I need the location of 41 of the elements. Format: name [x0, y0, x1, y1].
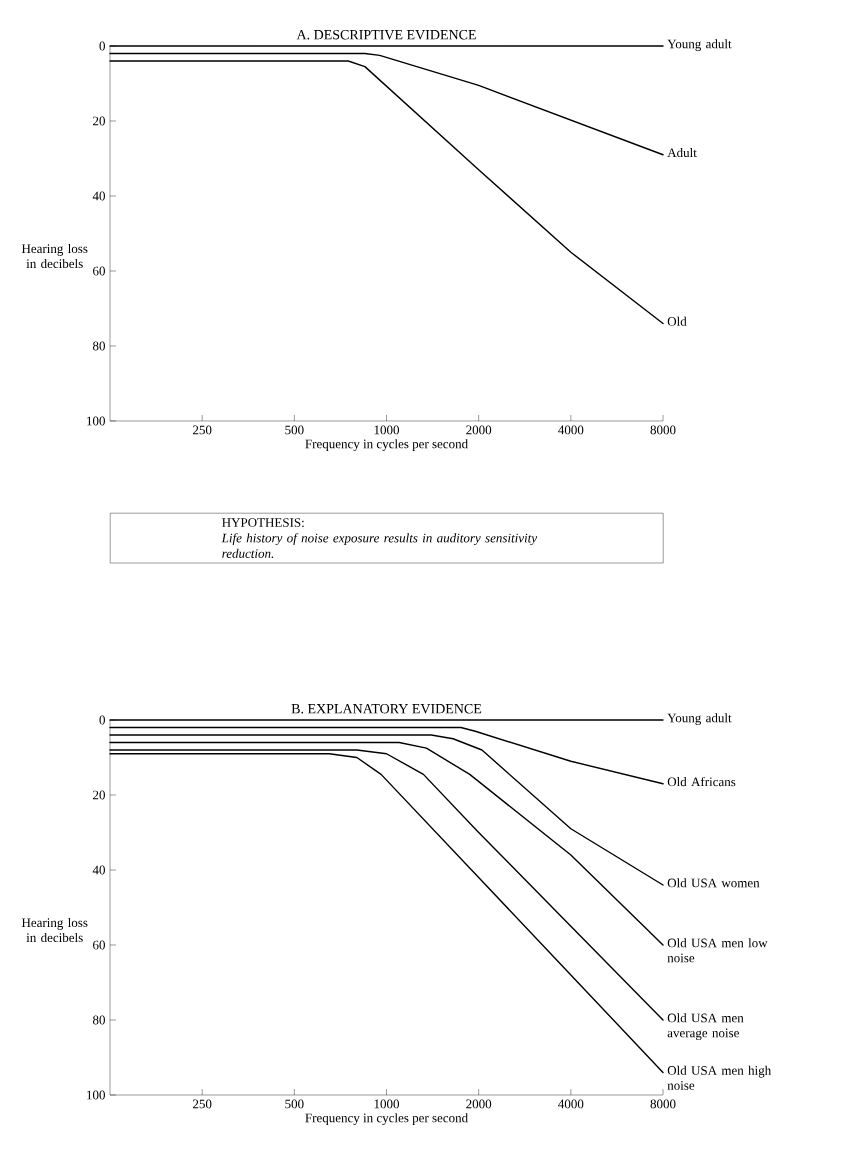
y-tick-label: 40 [92, 865, 105, 875]
chart-title: A. DESCRIPTIVE EVIDENCE [296, 30, 476, 40]
y-tick-label: 20 [93, 116, 105, 126]
x-tick-label: 250 [193, 1099, 212, 1109]
x-tick-label: 500 [285, 1099, 304, 1109]
y-tick-label: 60 [93, 940, 105, 950]
y-tick-label: 60 [93, 266, 105, 276]
series-label: Old USA men low noise [667, 938, 768, 963]
x-tick-label: 500 [285, 425, 304, 435]
y-tick-label: 20 [93, 790, 105, 800]
y-tick-label: 100 [87, 1090, 105, 1100]
series-label: Young adult [667, 39, 732, 52]
x-tick-label: 8000 [650, 1099, 676, 1109]
y-tick-label: 100 [87, 416, 105, 426]
x-tick-label: 2000 [466, 425, 492, 435]
x-axis-title: Frequency in cycles per second [305, 439, 468, 451]
series-label: Old USA men average noise [667, 1013, 744, 1041]
y-axis-title: Hearing loss in decibels [21, 243, 88, 269]
y-tick-label: 40 [92, 191, 105, 201]
text: Life history of noise exposure results in auditory sensitivity reduction. [221, 533, 538, 558]
x-tick-label: 2000 [466, 1099, 492, 1109]
x-tick-label: 1000 [374, 1099, 400, 1109]
series-label: Old USA men high noise [667, 1065, 772, 1090]
x-tick-label: 4000 [558, 1099, 584, 1109]
text: HYPOTHESIS: [222, 518, 304, 527]
y-tick-label: 80 [92, 341, 105, 351]
x-tick-label: 8000 [650, 425, 676, 435]
series-label: Old USA women [667, 878, 760, 888]
series-label: Old Africans [667, 776, 736, 787]
x-axis-title: Frequency in cycles per second [305, 1113, 468, 1126]
y-tick-label: 0 [99, 715, 105, 725]
x-tick-label: 1000 [374, 425, 400, 435]
series-label: Old [667, 316, 687, 326]
x-tick-label: 250 [193, 425, 212, 435]
y-tick-label: 80 [92, 1015, 105, 1025]
x-tick-label: 4000 [558, 425, 584, 435]
chart-title: B. EXPLANATORY EVIDENCE [291, 704, 482, 714]
y-tick-label: 0 [99, 41, 105, 51]
series-label: Young adult [667, 713, 732, 726]
series-label: Adult [667, 147, 697, 158]
y-axis-title: Hearing loss in decibels [21, 917, 88, 943]
